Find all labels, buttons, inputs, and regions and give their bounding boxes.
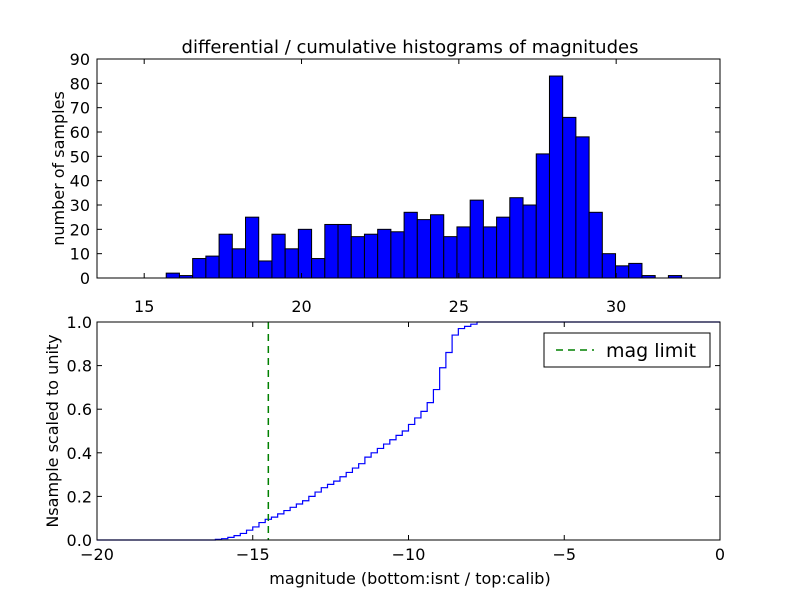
bottom-x-axis-label: magnitude (bottom:isnt / top:calib) bbox=[269, 569, 550, 588]
x-tick-label: −10 bbox=[392, 545, 426, 564]
histogram-bar bbox=[377, 228, 392, 279]
y-tick-label: 0.2 bbox=[67, 487, 92, 506]
bottom-axes-frame bbox=[96, 321, 721, 541]
histogram-bar bbox=[311, 258, 326, 279]
histogram-bar bbox=[496, 216, 511, 279]
histogram-bar bbox=[588, 211, 603, 279]
histogram-bar bbox=[416, 219, 432, 279]
y-tick-label: 80 bbox=[70, 74, 90, 93]
y-tick-label: 40 bbox=[70, 172, 90, 191]
histogram-bar bbox=[548, 75, 564, 279]
y-tick-label: 50 bbox=[70, 147, 90, 166]
x-tick-label: −15 bbox=[236, 545, 270, 564]
y-tick-label: 0.4 bbox=[67, 444, 92, 463]
bottom-x-ticks: −20 −15 −10 −5 0 bbox=[80, 322, 725, 564]
histogram-bar bbox=[615, 265, 630, 279]
histogram-bar bbox=[403, 211, 418, 279]
y-tick-label: 1.0 bbox=[67, 313, 92, 332]
x-tick-label: 0 bbox=[715, 545, 725, 564]
histogram-bar bbox=[350, 236, 365, 279]
x-tick-label: 30 bbox=[606, 297, 626, 316]
histogram-bar bbox=[562, 116, 577, 279]
histogram-bar bbox=[509, 197, 524, 279]
histogram-bar bbox=[469, 199, 484, 279]
bottom-y-axis-label: Nsample scaled to unity bbox=[43, 334, 62, 527]
histogram-bar bbox=[430, 214, 445, 279]
histogram-bar bbox=[601, 253, 617, 279]
x-tick-label: 25 bbox=[449, 297, 469, 316]
y-tick-label: 90 bbox=[70, 50, 90, 69]
histogram-bar bbox=[337, 223, 352, 279]
top-x-ticks: 15 20 25 30 bbox=[134, 59, 626, 316]
chart-title: differential / cumulative histograms of … bbox=[182, 37, 639, 58]
histogram-bar bbox=[192, 258, 207, 279]
histogram-bar bbox=[443, 236, 458, 279]
histogram-bar bbox=[535, 153, 550, 279]
histogram-bar bbox=[245, 216, 260, 279]
histogram-bar bbox=[231, 248, 247, 279]
histogram-bars bbox=[165, 75, 683, 279]
y-tick-label: 60 bbox=[70, 123, 90, 142]
top-y-ticks: 0 10 20 30 40 50 60 70 80 90 bbox=[70, 50, 720, 288]
x-tick-label: 15 bbox=[134, 297, 154, 316]
histogram-bar bbox=[324, 223, 339, 279]
histogram-bar bbox=[482, 226, 498, 279]
y-tick-label: 0 bbox=[80, 269, 90, 288]
y-tick-label: 20 bbox=[70, 220, 90, 239]
cumulative-line bbox=[97, 321, 720, 541]
top-y-axis-label: number of samples bbox=[49, 91, 68, 246]
histogram-bar bbox=[271, 233, 286, 279]
top-axes-frame bbox=[96, 58, 721, 279]
bottom-cumulative-panel: 0.0 0.2 0.4 0.6 0.8 1.0 −20 −15 −10 −5 0 Nsample … bbox=[43, 313, 725, 588]
bottom-y-ticks: 0.0 0.2 0.4 0.6 0.8 1.0 bbox=[67, 313, 720, 550]
histogram-bar bbox=[390, 231, 405, 279]
y-tick-label: 30 bbox=[70, 196, 90, 215]
y-tick-label: 10 bbox=[70, 245, 90, 264]
histogram-bar bbox=[456, 226, 471, 279]
x-tick-label: 20 bbox=[291, 297, 311, 316]
y-tick-label: 70 bbox=[70, 99, 90, 118]
y-tick-label: 0.6 bbox=[67, 400, 92, 419]
histogram-bar bbox=[258, 260, 273, 279]
legend: mag limit bbox=[543, 332, 711, 368]
histogram-bar bbox=[628, 262, 643, 279]
histogram-bar bbox=[363, 233, 379, 279]
histogram-bar bbox=[284, 248, 299, 279]
histogram-bar bbox=[522, 204, 537, 279]
histogram-bar bbox=[165, 272, 180, 279]
x-tick-label: −20 bbox=[80, 545, 114, 564]
top-histogram-panel: differential / cumulative histograms of … bbox=[49, 37, 721, 316]
histogram-bar bbox=[297, 228, 313, 279]
legend-label-mag-limit: mag limit bbox=[606, 340, 696, 362]
y-tick-label: 0.0 bbox=[67, 531, 92, 550]
histogram-bar bbox=[218, 233, 233, 279]
y-tick-label: 0.8 bbox=[67, 357, 92, 376]
histogram-bar bbox=[575, 136, 590, 279]
x-tick-label: −5 bbox=[552, 545, 576, 564]
histogram-bar bbox=[205, 255, 220, 279]
